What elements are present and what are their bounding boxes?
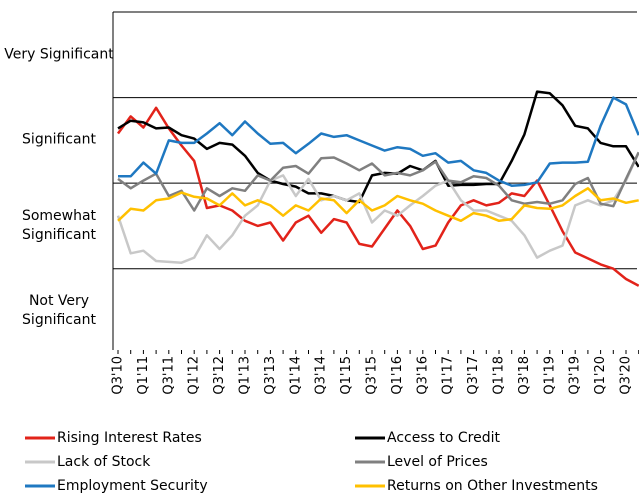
series-line <box>117 151 639 212</box>
x-tick-label: Q1'15 <box>339 356 354 395</box>
x-tick-label: Q1'12 <box>187 356 202 395</box>
x-tick-label: Q1'20 <box>593 356 608 395</box>
x-tick-label: Q1'13 <box>238 356 253 395</box>
legend-label: Access to Credit <box>387 430 500 446</box>
x-tick-label: Q1'17 <box>441 356 456 395</box>
legend-label: Lack of Stock <box>57 454 151 470</box>
x-tick-label: Q1'14 <box>288 356 303 395</box>
x-tick-label: Q1'16 <box>390 356 405 395</box>
legend-label: Rising Interest Rates <box>57 430 202 446</box>
x-tick-label: Q3'18 <box>517 356 532 395</box>
x-tick-label: Q1'19 <box>542 356 557 395</box>
legend-label: Returns on Other Investments <box>387 478 598 494</box>
x-tick-label: Q3'16 <box>415 356 430 395</box>
x-tick-label: Q3'11 <box>161 356 176 395</box>
y-tick-label: Significant <box>22 131 96 148</box>
y-tick-label: Very Significant <box>4 46 114 63</box>
series-line <box>117 187 639 223</box>
x-tick-label: Q1'18 <box>492 356 507 395</box>
x-tick-label: Q3'15 <box>365 356 380 395</box>
series-line <box>116 151 639 264</box>
x-tick-label: Q3'13 <box>263 356 278 395</box>
x-tick-label: Q3'12 <box>212 356 227 395</box>
x-tick-label: Q1'11 <box>136 356 151 395</box>
series-line <box>116 106 639 287</box>
x-tick-label: Q3'17 <box>466 356 481 395</box>
legend-label: Level of Prices <box>387 454 488 470</box>
x-tick-label: Q3'19 <box>568 356 583 395</box>
series-line <box>118 96 639 187</box>
x-tick-label: Q3'10 <box>111 356 126 395</box>
x-tick-label: Q3'20 <box>619 356 634 395</box>
series-line <box>117 90 639 204</box>
y-tick-label: Not Very Significant <box>22 293 96 329</box>
legend-label: Employment Security <box>57 478 208 494</box>
x-tick-label: Q3'14 <box>314 356 329 395</box>
y-tick-label: Somewhat Significant <box>21 207 97 243</box>
